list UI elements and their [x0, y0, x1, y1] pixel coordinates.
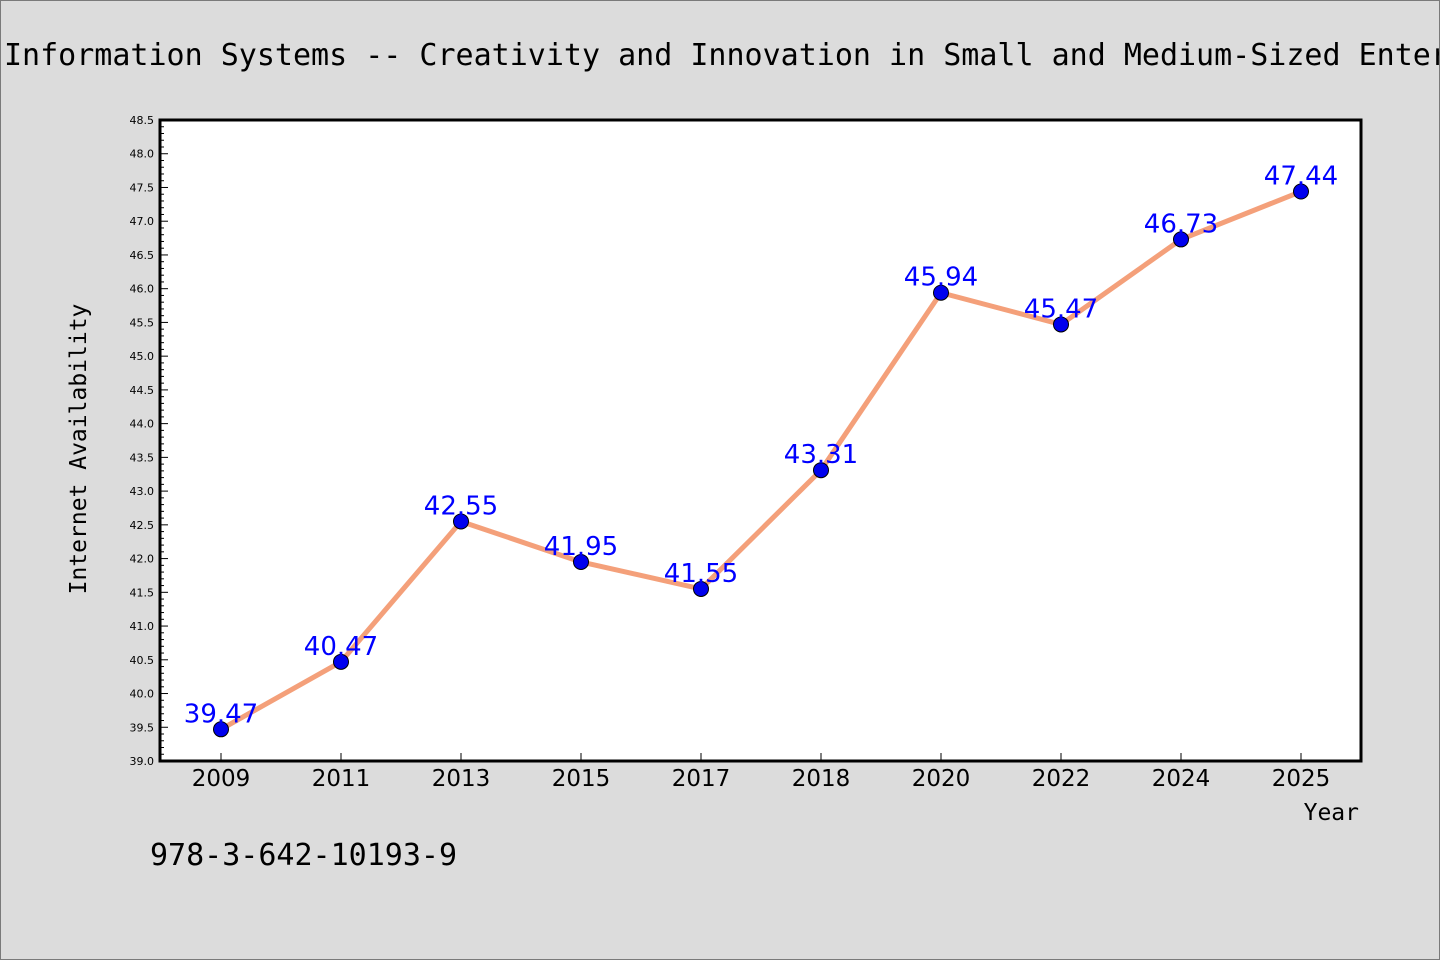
data-point	[1293, 183, 1309, 200]
data-label: 41.55	[664, 559, 738, 589]
y-tick-label: 43.0	[130, 485, 155, 498]
y-tick-label: 39.0	[130, 755, 155, 768]
x-tick-label: 2018	[792, 766, 851, 792]
x-tick-label: 2015	[552, 766, 611, 792]
data-point	[813, 462, 829, 479]
data-label: 45.47	[1024, 294, 1098, 324]
y-tick-label: 46.0	[130, 283, 155, 296]
y-tick-label: 40.0	[130, 688, 155, 701]
y-tick-label: 45.5	[130, 316, 155, 329]
x-tick-label: 2022	[1032, 766, 1091, 792]
y-axis-label: Internet Availability	[66, 304, 92, 595]
data-point	[933, 284, 949, 301]
x-tick-label: 2020	[912, 766, 971, 792]
series-markers	[213, 183, 1309, 738]
y-tick-label: 42.5	[130, 519, 155, 532]
y-tick-label: 47.0	[130, 215, 155, 228]
data-point	[453, 513, 469, 530]
y-tick-label: 45.0	[130, 350, 155, 363]
data-label: 43.31	[784, 440, 858, 470]
isbn-annotation: 978-3-642-10193-9	[150, 838, 457, 873]
data-label: 40.47	[304, 632, 378, 662]
data-point	[693, 580, 709, 597]
data-label: 39.47	[184, 699, 258, 729]
x-tick-label: 2013	[432, 766, 491, 792]
data-point	[1173, 231, 1189, 248]
data-label: 45.94	[904, 263, 978, 293]
data-label: 42.55	[424, 491, 498, 521]
chart-title: Information Systems -- Creativity and In…	[4, 38, 1439, 73]
y-tick-label: 47.5	[130, 181, 155, 194]
y-tick-label: 48.0	[130, 148, 155, 161]
data-point	[573, 553, 589, 570]
data-label: 41.95	[544, 532, 618, 562]
plot-area	[158, 118, 1363, 763]
y-tick-label: 44.0	[130, 418, 155, 431]
series-line	[219, 189, 1302, 732]
data-point	[213, 721, 229, 738]
y-tick-label: 46.5	[130, 249, 155, 262]
y-axis: 39.0 39.5 40.0 40.5 41.0 41.5 42.0 42.5 43.0 43.5…	[130, 114, 168, 768]
y-tick-label: 39.5	[130, 721, 155, 734]
x-axis-label: Year	[1304, 800, 1359, 826]
data-point	[1053, 316, 1069, 333]
y-tick-label: 41.0	[130, 620, 155, 633]
y-tick-label: 41.5	[130, 586, 155, 599]
x-tick-label: 2009	[192, 766, 251, 792]
y-tick-label: 44.5	[130, 384, 155, 397]
x-tick-label: 2011	[312, 766, 371, 792]
data-label: 46.73	[1144, 209, 1218, 239]
data-point	[333, 653, 349, 670]
y-tick-label: 43.5	[130, 451, 155, 464]
y-tick-label: 40.5	[130, 654, 155, 667]
x-tick-label: 2017	[672, 766, 731, 792]
x-axis: 2009 2011 2013 2015 2017 2018 2020 2022 2024 2025	[192, 753, 1331, 792]
x-tick-label: 2024	[1152, 766, 1211, 792]
y-tick-label: 48.5	[130, 114, 155, 127]
y-tick-label: 42.0	[130, 553, 155, 566]
data-label: 47.44	[1264, 162, 1338, 192]
x-tick-label: 2025	[1272, 766, 1331, 792]
data-labels: 39.47 40.47 42.55 41.95 41.55 43.31 45.94 45.47…	[184, 162, 1338, 730]
